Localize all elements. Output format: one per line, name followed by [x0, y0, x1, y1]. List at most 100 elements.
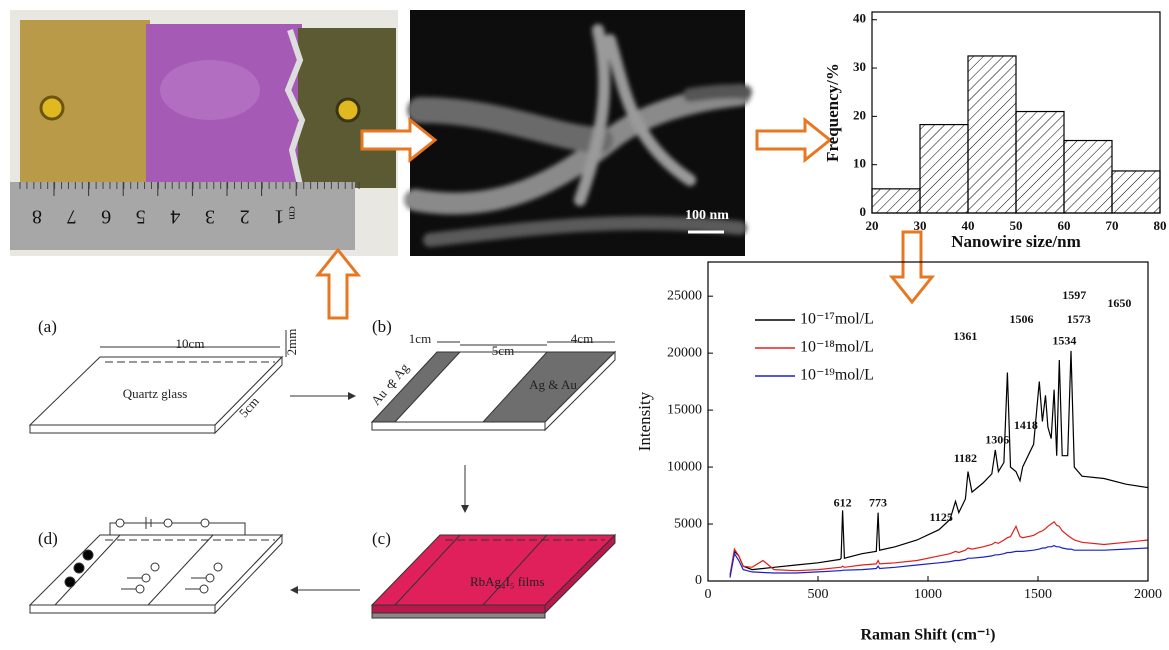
peak-label: 1125: [930, 510, 953, 524]
coating: Ag & Au: [529, 377, 577, 392]
arrow: [360, 116, 438, 164]
ruler-label: 7: [67, 205, 77, 227]
peak-label: 773: [869, 495, 887, 509]
histogram-bar: [1063, 139, 1113, 214]
y-tick-label: 0: [860, 204, 867, 219]
x-tick-label: 40: [962, 218, 975, 233]
y-axis-label: Frequency/%: [823, 63, 842, 162]
peak-label: 1597: [1062, 288, 1086, 302]
nanowire: [574, 24, 696, 206]
step-arrow-head: [348, 392, 356, 400]
x-tick-label: 2000: [1134, 587, 1162, 602]
ruler-label: 1: [274, 205, 284, 227]
y-tick-label: 5000: [674, 516, 702, 531]
y-tick-label: 10: [853, 156, 866, 171]
histogram-bar: [967, 55, 1017, 214]
peak-label: 612: [834, 495, 852, 509]
series-line: [729, 520, 1149, 576]
nanowire: [407, 97, 613, 153]
peak-label: 1182: [954, 451, 977, 465]
x-tick-label: 50: [1010, 218, 1023, 233]
y-axis-label: Intensity: [635, 391, 654, 451]
schematic-a: [28, 330, 287, 435]
y-tick-label: 15000: [667, 402, 702, 417]
film-spot: [160, 60, 260, 120]
peak-label: 1573: [1067, 312, 1091, 326]
x-tick-label: 1000: [914, 587, 942, 602]
scale-bar-label: 100 nm: [685, 208, 729, 223]
histogram-bar: [1015, 110, 1065, 214]
ruler-label: 3: [205, 205, 215, 227]
schematic-c: [370, 533, 617, 619]
histogram-bar: [919, 123, 969, 214]
peak-label: 1418: [1014, 418, 1038, 432]
dimension: 5cm: [492, 343, 514, 358]
film: RbAg₄I₅ films: [470, 574, 544, 589]
series-line: [729, 545, 1149, 578]
ruler-label: 4: [170, 205, 180, 227]
chart: 10⁻¹⁷mol/L 10⁻¹⁸mol/L 10⁻¹⁹mol/L 612 773 1125…: [635, 261, 1162, 644]
photo: 8 7 6 5 4 3 2 1 cm: [10, 10, 398, 256]
dimension: 1cm: [409, 331, 431, 346]
ruler-label: 2: [240, 205, 250, 227]
x-tick-label: 0: [705, 587, 712, 602]
y-tick-label: 25000: [667, 288, 702, 303]
coating: &: [387, 376, 397, 391]
arrow: [888, 230, 936, 305]
electrode: [39, 95, 65, 121]
histogram-bar: [1111, 170, 1161, 214]
panel-label: (c): [372, 529, 391, 548]
plot-frame: [707, 261, 1149, 582]
gold-glass: [20, 20, 150, 188]
panel-label: (d): [38, 529, 58, 548]
flow-arrows: [314, 116, 936, 320]
x-tick-label: 500: [808, 587, 829, 602]
nanowire: [683, 84, 752, 102]
series-line: [729, 350, 1149, 576]
peak-label: 1361: [953, 329, 977, 343]
material: Quartz glass: [123, 386, 188, 401]
arrow: [314, 247, 362, 320]
x-tick-label: 20: [866, 218, 879, 233]
sem-image: 100 nm: [404, 10, 752, 256]
legend-label: 10⁻¹⁹mol/L: [800, 367, 874, 384]
y-tick-label: 40: [853, 11, 866, 26]
x-tick-label: 80: [1154, 218, 1167, 233]
step-arrow-head: [290, 586, 298, 594]
panel-label: (a): [38, 317, 57, 336]
y-tick-label: 20: [853, 107, 866, 122]
nanowire-edge: [284, 29, 306, 186]
y-tick-label: 20000: [667, 345, 702, 360]
panel-label: (b): [372, 317, 392, 336]
y-tick-label: 0: [695, 573, 702, 588]
x-tick-label: 1500: [1024, 587, 1052, 602]
peak-label: 1306: [985, 433, 1009, 447]
legend-label: 10⁻¹⁷mol/L: [800, 311, 874, 328]
step-arrow-head: [461, 505, 469, 513]
ruler-label: 6: [101, 205, 111, 227]
x-axis-label: Raman Shift (cm⁻¹): [860, 627, 995, 644]
x-tick-label: 70: [1106, 218, 1119, 233]
ruler-label: 8: [32, 205, 42, 227]
x-axis-label: Nanowire size/nm: [951, 232, 1081, 251]
y-tick-label: 10000: [667, 459, 702, 474]
schematic-d: [28, 517, 284, 615]
ruler-unit: cm: [286, 206, 298, 220]
schematic-b: [370, 341, 617, 432]
peak-label: 1650: [1107, 296, 1131, 310]
y-tick-label: 30: [853, 59, 866, 74]
x-tick-label: 60: [1058, 218, 1071, 233]
electrode: [335, 97, 361, 123]
dimension: 2mm: [284, 329, 299, 356]
ruler-label: 5: [136, 205, 146, 227]
histogram-bar: [871, 188, 921, 214]
ruler-scale: 8 7 6 5 4 3 2 1 cm: [19, 182, 360, 227]
arrow: [755, 116, 833, 164]
x-tick-label: 30: [914, 218, 927, 233]
nanowire: [423, 215, 747, 247]
dimension: 10cm: [176, 336, 205, 351]
dimension: 4cm: [571, 331, 593, 346]
